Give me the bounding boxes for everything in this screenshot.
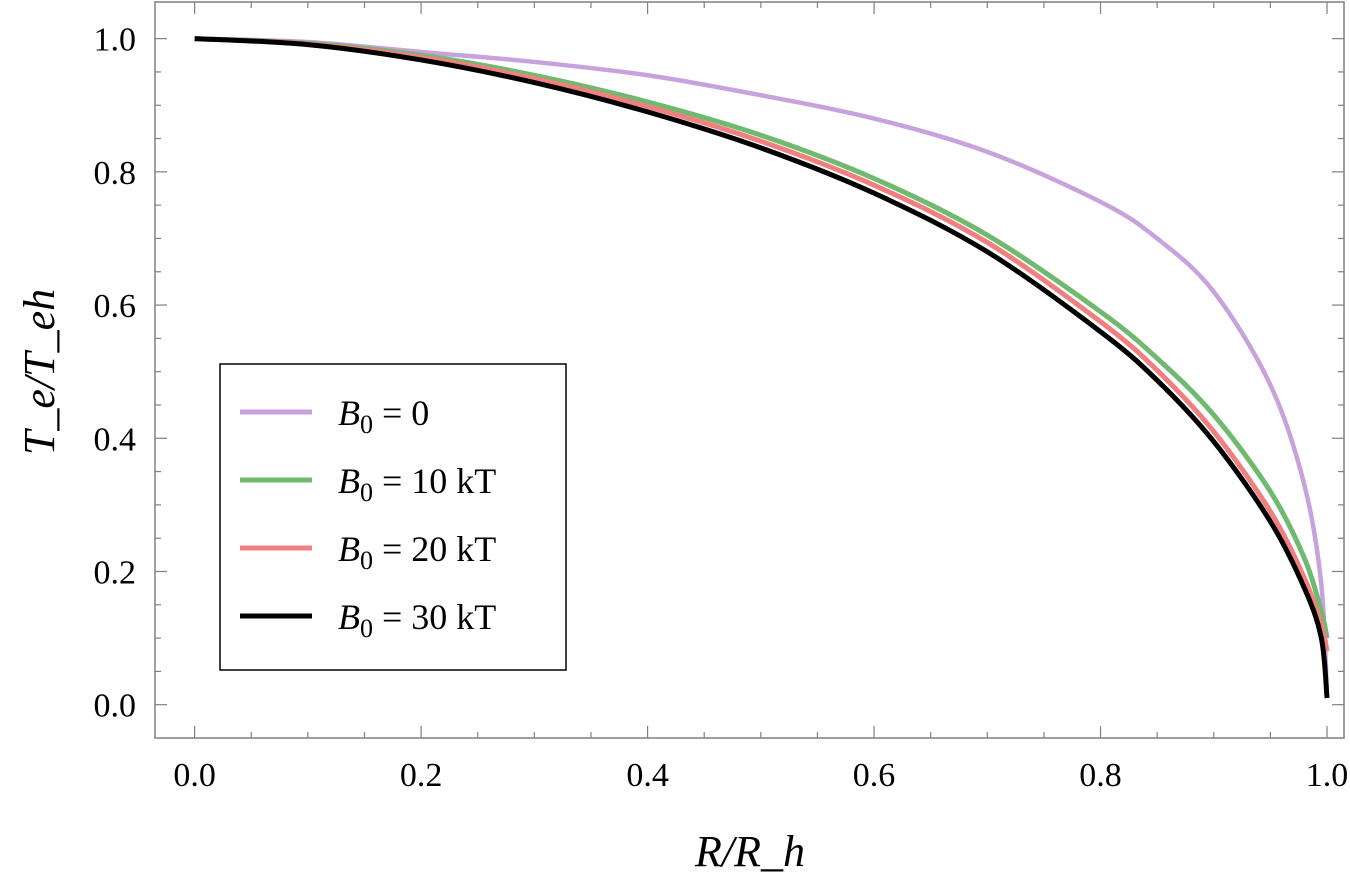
- series-line: [194, 36, 1330, 699]
- legend-box: [219, 363, 567, 671]
- y-tick-labels: 0.0 0.2 0.4 0.6 0.8 1.0: [94, 22, 137, 725]
- y-tick-label: 0.0: [94, 688, 137, 725]
- legend-label: B0 = 0: [338, 393, 429, 439]
- ticks: [155, 2, 1344, 738]
- y-tick-label: 0.6: [94, 288, 137, 325]
- legend-label: B0 = 10 kT: [338, 461, 496, 507]
- x-tick-label: 0.8: [1079, 757, 1122, 794]
- legend: B0 = 0 B0 = 10 kT B0 = 20 kT B0 = 30 kT: [219, 363, 567, 671]
- plot-frame: [154, 1, 1345, 739]
- x-tick-label: 1.0: [1306, 757, 1349, 794]
- y-tick-label: 0.4: [94, 421, 137, 458]
- legend-label: B0 = 30 kT: [338, 597, 496, 643]
- y-tick-label: 0.8: [94, 155, 137, 192]
- legend-items: B0 = 0 B0 = 10 kT B0 = 20 kT B0 = 30 kT: [240, 393, 496, 643]
- y-tick-label: 1.0: [94, 22, 137, 59]
- x-tick-labels: 0.0 0.2 0.4 0.6 0.8 1.0: [173, 757, 1348, 794]
- x-tick-label: 0.0: [173, 757, 216, 794]
- x-tick-label: 0.6: [853, 757, 896, 794]
- y-axis-title: T_e/T_eh: [15, 289, 64, 455]
- series-line: [194, 36, 1330, 652]
- x-axis-title: R/R_h: [694, 827, 805, 876]
- x-tick-label: 0.4: [626, 757, 669, 794]
- series-lines: [194, 36, 1330, 699]
- series-line: [194, 36, 1330, 699]
- y-tick-label: 0.2: [94, 554, 137, 591]
- x-tick-label: 0.2: [400, 757, 443, 794]
- legend-label: B0 = 20 kT: [338, 529, 496, 575]
